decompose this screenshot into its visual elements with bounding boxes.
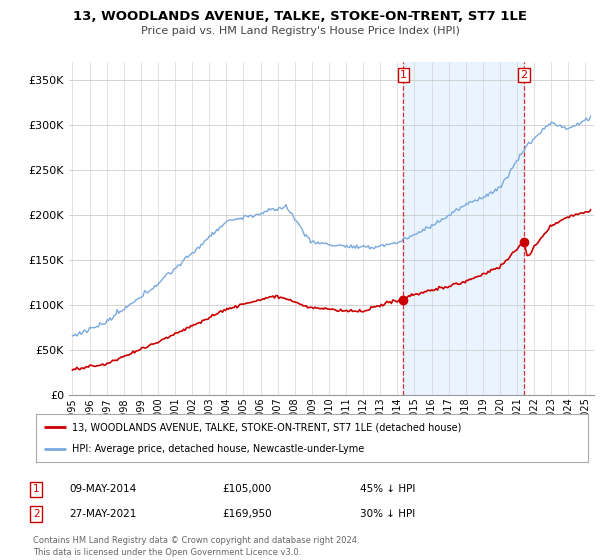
Text: 30% ↓ HPI: 30% ↓ HPI — [360, 509, 415, 519]
Text: 45% ↓ HPI: 45% ↓ HPI — [360, 484, 415, 494]
Text: HPI: Average price, detached house, Newcastle-under-Lyme: HPI: Average price, detached house, Newc… — [72, 444, 364, 454]
Text: 2: 2 — [33, 509, 40, 519]
Text: 1: 1 — [400, 70, 407, 80]
Text: £105,000: £105,000 — [222, 484, 271, 494]
Text: 09-MAY-2014: 09-MAY-2014 — [69, 484, 136, 494]
Text: Price paid vs. HM Land Registry's House Price Index (HPI): Price paid vs. HM Land Registry's House … — [140, 26, 460, 36]
Text: Contains HM Land Registry data © Crown copyright and database right 2024.
This d: Contains HM Land Registry data © Crown c… — [33, 536, 359, 557]
Bar — [403, 62, 524, 395]
Text: £169,950: £169,950 — [222, 509, 272, 519]
Text: 2: 2 — [520, 70, 527, 80]
Text: 13, WOODLANDS AVENUE, TALKE, STOKE-ON-TRENT, ST7 1LE: 13, WOODLANDS AVENUE, TALKE, STOKE-ON-TR… — [73, 10, 527, 23]
Text: 13, WOODLANDS AVENUE, TALKE, STOKE-ON-TRENT, ST7 1LE (detached house): 13, WOODLANDS AVENUE, TALKE, STOKE-ON-TR… — [72, 422, 461, 432]
Text: 1: 1 — [33, 484, 40, 494]
Text: 27-MAY-2021: 27-MAY-2021 — [69, 509, 136, 519]
